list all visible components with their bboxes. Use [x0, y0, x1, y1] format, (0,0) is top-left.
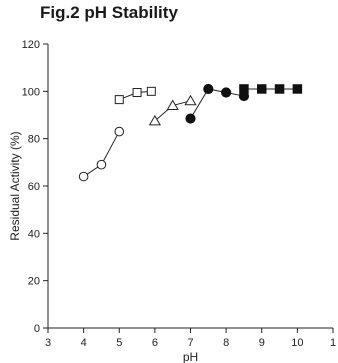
x-tick-label: 10 — [291, 337, 303, 349]
x-tick-label: 9 — [259, 337, 265, 349]
y-tick-label: 20 — [28, 276, 40, 288]
axis-labels: 0 20 40 60 80 100 120 3 4 5 6 7 8 9 10 1 pH Residual Acti… — [8, 39, 336, 363]
y-axis-title: Residual Activity (%) — [8, 131, 22, 240]
filled-square-point — [293, 85, 302, 94]
filled-square-point — [240, 85, 249, 94]
series-line — [191, 89, 244, 119]
x-tick-label: 8 — [223, 337, 229, 349]
y-tick-label: 120 — [22, 39, 40, 51]
open-square-point — [115, 96, 123, 104]
open-square-point — [133, 89, 141, 97]
data-series — [79, 84, 301, 180]
open-circle-point — [79, 172, 88, 181]
open-circle-point — [115, 127, 124, 136]
open-circle-point — [97, 160, 106, 169]
x-tick-label: 1 — [330, 337, 336, 349]
y-tick-label: 100 — [22, 86, 40, 98]
filled-circle-point — [222, 88, 231, 97]
filled-square-point — [275, 85, 284, 94]
y-tick-label: 40 — [28, 228, 40, 240]
x-tick-label: 3 — [45, 337, 51, 349]
x-tick-label: 6 — [152, 337, 158, 349]
filled-circle-point — [186, 114, 195, 123]
axes — [43, 44, 333, 333]
series-open-circle — [79, 127, 123, 181]
x-axis-title: pH — [183, 350, 198, 363]
series-filled-square — [240, 85, 302, 94]
series-open-square — [115, 87, 155, 103]
filled-circle-point — [204, 84, 213, 93]
open-square-point — [147, 87, 155, 95]
y-tick-label: 0 — [34, 323, 40, 335]
x-tick-label: 4 — [81, 337, 87, 349]
x-tick-label: 5 — [116, 337, 122, 349]
series-line — [84, 132, 120, 177]
open-triangle-point — [185, 96, 196, 105]
y-tick-label: 80 — [28, 134, 40, 146]
x-tick-label: 7 — [187, 337, 193, 349]
y-tick-label: 60 — [28, 181, 40, 193]
filled-square-point — [258, 85, 267, 94]
